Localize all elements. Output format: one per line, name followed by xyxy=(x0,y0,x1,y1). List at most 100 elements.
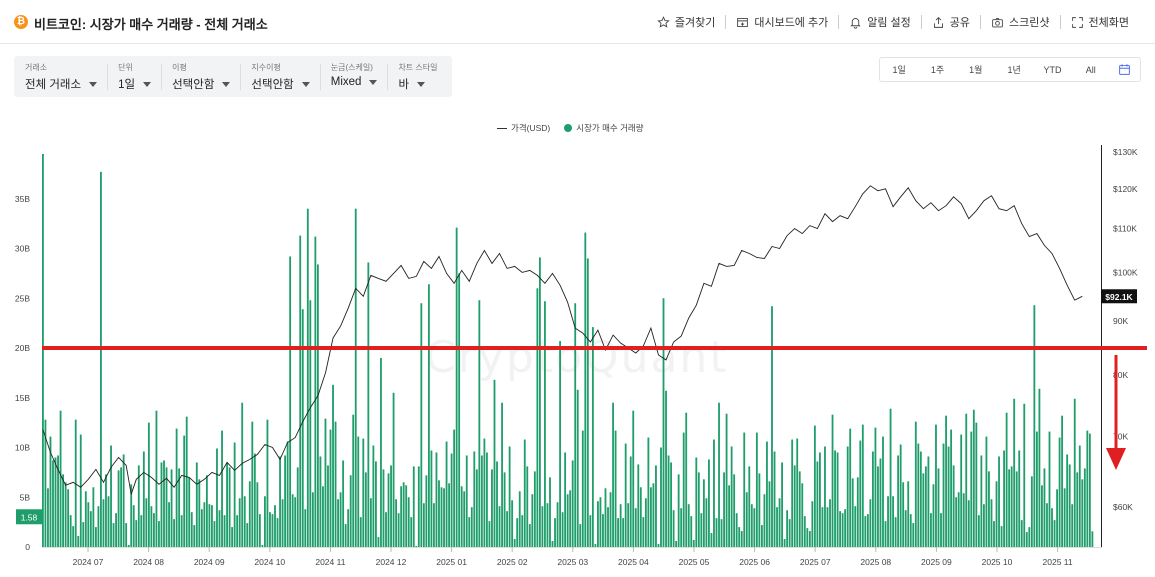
volume-bar xyxy=(586,258,589,547)
volume-bar xyxy=(1018,450,1021,547)
filter-bar: 거래소 전체 거래소 단위 1일 이평 선택안함 지수이평 선택안함 눈금(스케… xyxy=(14,56,452,97)
volume-bar xyxy=(380,357,382,547)
volume-bar xyxy=(238,498,241,548)
volume-bar xyxy=(813,425,816,547)
volume-bar xyxy=(1078,445,1081,547)
volume-bar xyxy=(392,392,395,547)
volume-bar xyxy=(475,469,478,547)
volume-bar xyxy=(314,236,317,547)
volume-bar xyxy=(1073,398,1076,547)
volume-bar xyxy=(483,438,486,547)
volume-bar xyxy=(155,410,158,547)
volume-bar xyxy=(579,524,582,547)
volume-price-chart: 0 5B 10B 15B 20B 25B 30B 35B 2024 07 2024 08 2024 … xyxy=(15,145,1147,567)
calendar-button[interactable] xyxy=(1110,63,1140,76)
volume-bar xyxy=(407,497,410,547)
volume-bar xyxy=(581,430,584,547)
left-axis-tick: 30B xyxy=(15,244,30,254)
volume-bar xyxy=(935,424,937,548)
range-1m[interactable]: 1월 xyxy=(969,65,983,75)
volume-bar xyxy=(755,432,758,547)
range-all[interactable]: All xyxy=(1085,64,1096,75)
volume-bar xyxy=(786,510,789,547)
volume-bar xyxy=(422,503,425,547)
volume-bar xyxy=(324,418,327,547)
range-1d[interactable]: 1일 xyxy=(892,65,906,75)
volume-bar xyxy=(897,455,900,547)
volume-bar xyxy=(624,443,627,547)
star-icon xyxy=(657,15,670,28)
time-range-selector: 1일 1주 1월 1년 YTD All xyxy=(879,57,1141,82)
volume-bar xyxy=(44,419,47,547)
volume-bar xyxy=(115,513,117,547)
right-axis-tick: $130K xyxy=(1113,147,1138,157)
volume-bar xyxy=(142,451,145,547)
volume-bar xyxy=(607,507,609,547)
volume-bar xyxy=(538,257,541,547)
volume-bar xyxy=(930,513,932,547)
volume-bar xyxy=(357,436,360,547)
volume-bar xyxy=(258,514,261,547)
volume-bar xyxy=(1091,531,1094,547)
range-1y[interactable]: 1년 xyxy=(1007,65,1021,75)
calendar-icon xyxy=(1119,64,1131,75)
volume-bar xyxy=(788,519,791,547)
volume-bar xyxy=(877,466,879,547)
volume-bar xyxy=(720,519,723,547)
x-axis-tick: 2025 06 xyxy=(739,557,770,567)
filter-exchange[interactable]: 거래소 전체 거래소 xyxy=(14,56,107,97)
add-dashboard-button[interactable]: 대시보드에 추가 xyxy=(726,12,838,32)
volume-bar xyxy=(665,390,667,547)
range-1w[interactable]: 1주 xyxy=(930,65,945,75)
volume-bar xyxy=(135,520,138,547)
volume-bar xyxy=(874,427,877,547)
volume-bar xyxy=(917,443,920,547)
volume-bar xyxy=(49,436,52,547)
alert-settings-button[interactable]: 알림 설정 xyxy=(839,12,921,32)
volume-bar xyxy=(619,504,622,547)
legend-price[interactable]: 가격(USD) xyxy=(497,122,550,134)
volume-bar xyxy=(808,531,811,547)
volume-bar xyxy=(160,462,163,547)
volume-bar xyxy=(94,527,97,547)
fullscreen-icon xyxy=(1071,16,1083,28)
volume-bar xyxy=(266,419,269,547)
volume-bar xyxy=(829,499,831,547)
volume-bar xyxy=(952,465,955,547)
filter-value: 선택안함 xyxy=(251,79,294,91)
filter-exp-moving-average[interactable]: 지수이평 선택안함 xyxy=(240,56,319,97)
bell-icon xyxy=(850,17,861,29)
volume-bar xyxy=(884,521,887,547)
volume-bar xyxy=(985,436,988,547)
right-axis-tick: 70K xyxy=(1113,431,1128,441)
filter-interval[interactable]: 단위 1일 xyxy=(107,56,161,97)
volume-bar xyxy=(1008,469,1011,547)
volume-bar xyxy=(1083,468,1086,547)
volume-bar xyxy=(319,456,322,547)
favorite-button[interactable]: 즐겨찾기 xyxy=(647,12,725,32)
volume-bar xyxy=(67,489,70,547)
volume-bar xyxy=(208,504,211,547)
volume-bar xyxy=(758,473,761,547)
filter-scale[interactable]: 눈금(스케일) Mixed xyxy=(319,56,388,97)
volume-bar xyxy=(919,451,922,547)
volume-bar xyxy=(385,512,387,547)
current-volume-badge xyxy=(16,509,42,525)
volume-bar xyxy=(740,531,743,547)
volume-bar xyxy=(105,474,107,547)
left-axis-tick: 10B xyxy=(15,443,30,453)
volume-bar xyxy=(228,467,231,547)
screenshot-button[interactable]: 스크린샷 xyxy=(981,12,1059,32)
legend-volume[interactable]: 시장가 매수 거래량 xyxy=(564,122,644,134)
range-ytd[interactable]: YTD xyxy=(1043,64,1062,75)
x-axis-tick: 2025 10 xyxy=(982,557,1013,567)
volume-bar xyxy=(773,451,776,547)
share-button[interactable]: 공유 xyxy=(922,12,980,32)
filter-chart-style[interactable]: 차트 스타일 바 xyxy=(387,56,447,97)
volume-bar xyxy=(523,439,526,547)
volume-bar xyxy=(1056,489,1058,547)
volume-bar xyxy=(521,515,524,547)
fullscreen-button[interactable]: 전체화면 xyxy=(1061,12,1139,32)
volume-bar xyxy=(778,498,781,548)
filter-moving-average[interactable]: 이평 선택안함 xyxy=(161,56,240,97)
